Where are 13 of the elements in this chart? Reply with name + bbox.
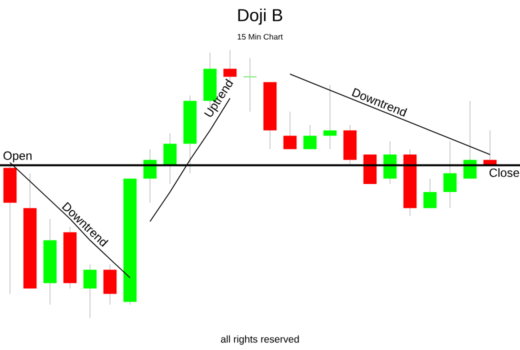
candlestick [83, 264, 97, 318]
candlestick [243, 58, 257, 112]
candlestick [323, 84, 337, 150]
candlestick [283, 111, 297, 150]
candlestick [163, 132, 177, 184]
chart-title: Doji B [238, 8, 282, 25]
text: all rights reserved [220, 335, 299, 345]
annotation: Open [4, 151, 32, 162]
candlestick [303, 124, 317, 150]
candlestick [443, 140, 457, 209]
candlestick [423, 178, 437, 209]
annotation: Close [490, 168, 520, 177]
chart-subtitle: 15 Min Chart [238, 34, 283, 40]
